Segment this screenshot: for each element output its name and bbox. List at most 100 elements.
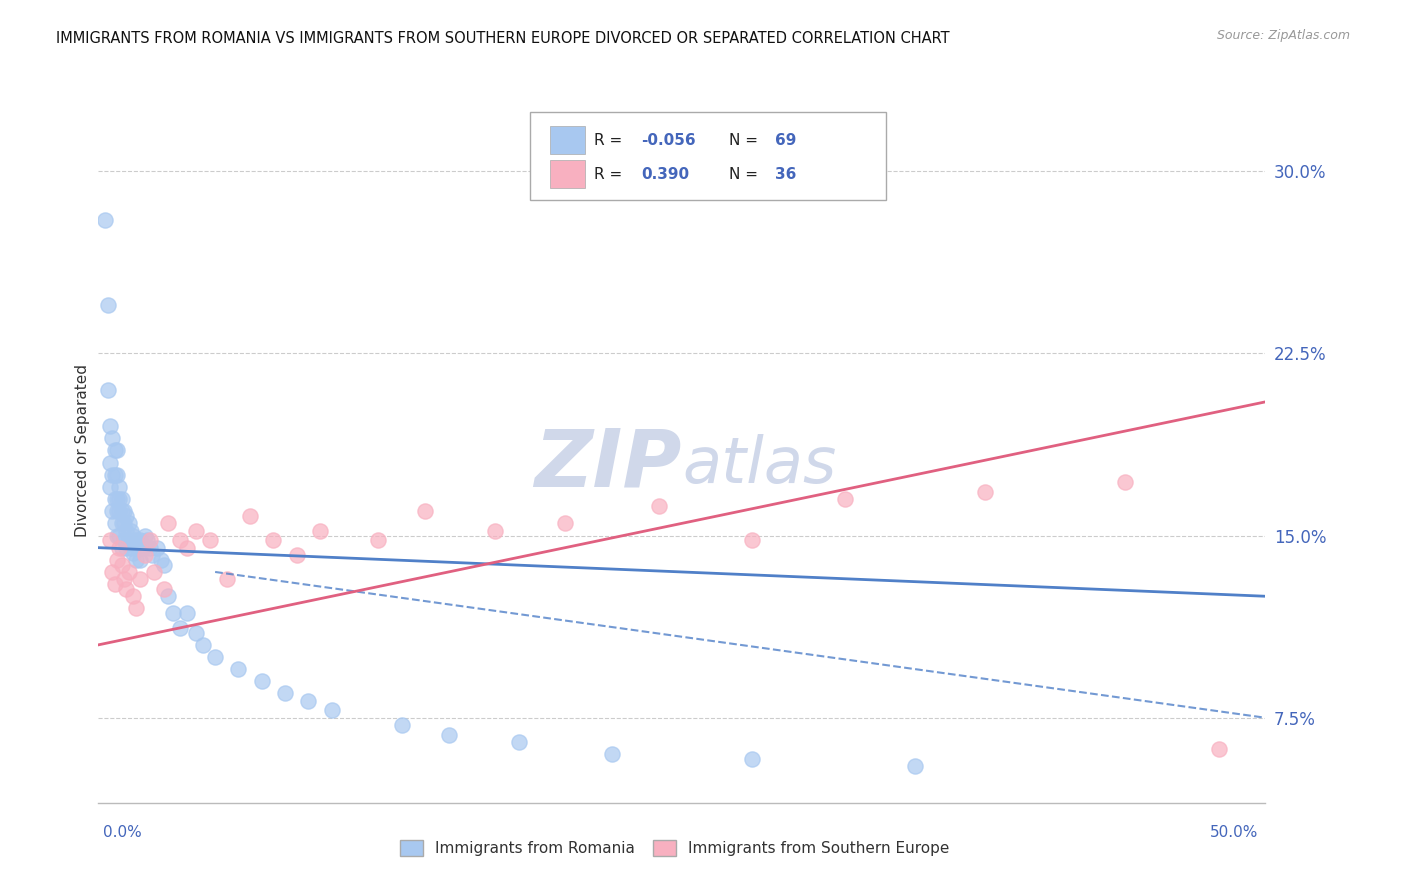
Point <box>105 443 128 458</box>
Text: 69: 69 <box>775 133 797 147</box>
Point <box>98 480 121 494</box>
Point <box>176 607 198 621</box>
Point <box>484 524 506 538</box>
Point <box>122 589 145 603</box>
Y-axis label: Divorced or Separated: Divorced or Separated <box>75 364 90 537</box>
Point <box>141 548 163 562</box>
Point <box>111 558 134 572</box>
Text: N =: N = <box>728 167 762 182</box>
Point <box>129 572 152 586</box>
Point <box>741 752 763 766</box>
Point <box>239 509 262 524</box>
Point <box>413 504 436 518</box>
Point <box>101 467 124 482</box>
Point <box>125 553 148 567</box>
Point <box>98 533 121 548</box>
Point <box>122 545 145 559</box>
Point <box>136 533 159 548</box>
Point <box>274 686 297 700</box>
Point <box>118 516 141 531</box>
Point <box>105 467 128 482</box>
Point <box>186 625 208 640</box>
Point <box>309 524 332 538</box>
Text: R =: R = <box>595 167 627 182</box>
Point <box>600 747 623 762</box>
Point <box>1114 475 1136 489</box>
Text: atlas: atlas <box>682 434 837 496</box>
Point <box>94 212 117 227</box>
Point <box>262 533 284 548</box>
Point <box>285 548 308 562</box>
Point <box>157 589 180 603</box>
Point <box>111 504 134 518</box>
Point <box>169 621 191 635</box>
Point <box>1208 742 1230 756</box>
Point <box>111 541 134 555</box>
Point <box>127 541 149 555</box>
Point <box>98 419 121 434</box>
Point <box>115 541 138 555</box>
Point <box>97 298 120 312</box>
Point <box>297 694 319 708</box>
Point <box>101 504 124 518</box>
Text: -0.056: -0.056 <box>641 133 696 147</box>
Point <box>129 533 152 548</box>
Point <box>508 735 530 749</box>
Point <box>186 524 208 538</box>
FancyBboxPatch shape <box>550 160 585 188</box>
Point <box>108 480 131 494</box>
Point <box>176 541 198 555</box>
Point <box>132 541 155 555</box>
Point <box>105 491 128 506</box>
Point <box>157 516 180 531</box>
Point <box>112 504 135 518</box>
Text: 0.0%: 0.0% <box>103 825 142 840</box>
Point <box>101 565 124 579</box>
Point <box>834 491 856 506</box>
Legend: Immigrants from Romania, Immigrants from Southern Europe: Immigrants from Romania, Immigrants from… <box>394 834 956 862</box>
Point <box>129 553 152 567</box>
Point <box>150 553 173 567</box>
Point <box>125 533 148 548</box>
Point <box>108 541 131 555</box>
Point <box>112 516 135 531</box>
Point <box>367 533 389 548</box>
Point <box>143 565 166 579</box>
Point <box>118 565 141 579</box>
Point <box>120 524 142 538</box>
Point <box>193 638 215 652</box>
Point <box>204 650 226 665</box>
Point <box>437 728 460 742</box>
Point <box>134 548 156 562</box>
Point <box>647 500 669 514</box>
Point <box>215 572 238 586</box>
Point <box>120 541 142 555</box>
Point <box>97 383 120 397</box>
Point <box>169 533 191 548</box>
Point <box>162 607 184 621</box>
Point <box>104 443 127 458</box>
Point <box>228 662 250 676</box>
Point <box>111 516 134 531</box>
FancyBboxPatch shape <box>550 126 585 154</box>
Text: R =: R = <box>595 133 627 147</box>
Point <box>321 703 343 717</box>
Point <box>112 572 135 586</box>
Text: 50.0%: 50.0% <box>1211 825 1258 840</box>
Point <box>974 484 997 499</box>
Point <box>108 528 131 542</box>
Point <box>108 491 131 506</box>
Point <box>200 533 222 548</box>
Point <box>118 533 141 548</box>
Point <box>134 528 156 542</box>
Point <box>152 582 174 596</box>
FancyBboxPatch shape <box>530 112 886 201</box>
Point <box>904 759 927 773</box>
Text: Source: ZipAtlas.com: Source: ZipAtlas.com <box>1216 29 1350 42</box>
Point <box>125 601 148 615</box>
Point <box>115 524 138 538</box>
Point <box>108 504 131 518</box>
Point <box>101 431 124 445</box>
Point <box>105 504 128 518</box>
Point <box>122 528 145 542</box>
